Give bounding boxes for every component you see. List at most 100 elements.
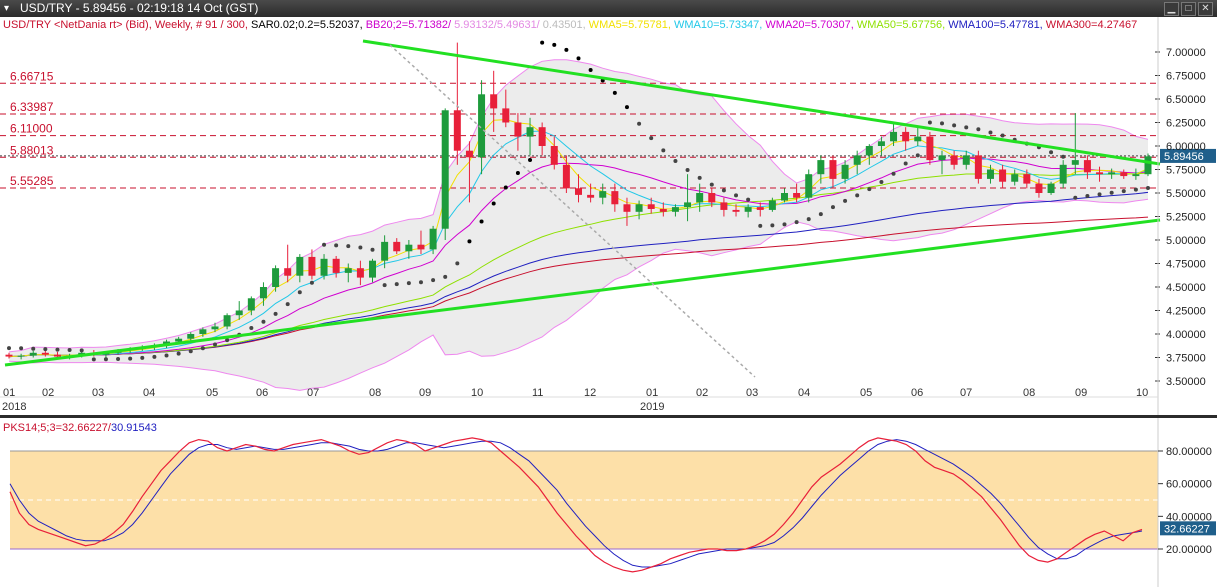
price-axis-label: 4.25000: [1166, 306, 1206, 318]
candle-body: [671, 207, 679, 212]
pane-separator[interactable]: [0, 415, 1217, 418]
sar-dot: [685, 168, 690, 173]
close-icon[interactable]: ✕: [1198, 2, 1213, 16]
sar-dot: [309, 280, 314, 285]
price-axis-label: 3.50000: [1166, 376, 1206, 388]
x-axis-label: 07: [307, 387, 319, 399]
sar-dot: [1133, 187, 1138, 192]
oscillator-chart[interactable]: 80.00000 60.00000 40.00000 20.00000 32.66227…: [0, 418, 1217, 587]
year-label: 2019: [640, 401, 664, 413]
candle-body: [490, 94, 498, 109]
candle-body: [999, 169, 1007, 182]
price-axis-label: 4.00000: [1166, 329, 1206, 341]
candle-body: [587, 194, 595, 198]
sar-dot: [152, 354, 157, 359]
sar-dot: [455, 261, 460, 266]
candle-body: [562, 164, 570, 189]
candle-body: [478, 94, 486, 158]
candle-body: [187, 334, 195, 339]
candle-body: [926, 136, 934, 161]
legend-item: WMA50=5.67756,: [854, 19, 945, 31]
sar-dot: [297, 290, 302, 295]
price-chart[interactable]: 6.66715 6.33987 6.11000 5.88013 5.55285 5.894…: [0, 17, 1217, 415]
sar-dot: [418, 280, 423, 285]
sar-dot: [612, 90, 617, 95]
fib-trendline: [389, 44, 756, 378]
candle-body: [1035, 183, 1043, 193]
x-axis-label: 05: [860, 387, 872, 399]
sar-dot: [588, 67, 593, 72]
x-axis-label: 06: [911, 387, 923, 399]
candle-body: [538, 127, 546, 146]
sar-dot: [709, 182, 714, 187]
sar-dot: [382, 283, 387, 288]
x-axis-label: 08: [1023, 387, 1035, 399]
price-axis-label: 6.00000: [1166, 141, 1206, 153]
legend-item: SAR0.02;0.2=5.52037,: [248, 19, 363, 31]
candle-body: [235, 310, 243, 316]
candle-body: [817, 160, 825, 175]
candle-body: [696, 193, 704, 203]
chart-legend: USD/TRY <NetDania rt> (Bid), Weekly, # 9…: [3, 19, 1137, 31]
legend-item: WMA100=5.47781,: [945, 19, 1043, 31]
x-axis-label: 10: [471, 387, 483, 399]
candle-body: [441, 110, 449, 229]
sar-dot: [79, 348, 84, 353]
price-axis-label: 3.75000: [1166, 353, 1206, 365]
price-axis-label: 5.25000: [1166, 212, 1206, 224]
x-axis-label: 02: [42, 387, 54, 399]
sar-dot: [952, 123, 957, 128]
sar-dot: [758, 223, 763, 228]
osc-axis-label: 60.00000: [1166, 479, 1212, 491]
maximize-icon[interactable]: □: [1181, 2, 1196, 16]
x-axis-label: 01: [646, 387, 658, 399]
candle-body: [272, 268, 280, 287]
chevron-down-icon[interactable]: ▾: [4, 3, 10, 14]
candle-body: [659, 208, 667, 212]
x-axis-label: 01: [3, 387, 15, 399]
sar-dot: [212, 342, 217, 347]
candle-body: [611, 191, 619, 205]
sar-dot: [746, 197, 751, 202]
sar-dot: [903, 161, 908, 166]
osc-axis-label: 80.00000: [1166, 446, 1212, 458]
sar-dot: [225, 338, 230, 343]
minimize-icon[interactable]: ▁: [1164, 2, 1179, 16]
sar-dot: [976, 127, 981, 132]
sar-dot: [103, 357, 108, 362]
candle-body: [635, 204, 643, 212]
candle-body: [175, 338, 183, 342]
sar-dot: [940, 121, 945, 126]
candle-body: [356, 268, 364, 278]
sar-dot: [624, 105, 629, 110]
sar-dot: [479, 219, 484, 224]
candle-body: [223, 315, 231, 327]
sar-dot: [1085, 194, 1090, 199]
sar-dot: [891, 171, 896, 176]
candle-body: [369, 260, 377, 278]
sar-dot: [806, 217, 811, 222]
sar-dot: [31, 346, 36, 351]
sar-dot: [564, 47, 569, 52]
osc-d-line: [9, 439, 1143, 568]
sar-dot: [770, 223, 775, 228]
candle-body: [284, 268, 292, 276]
sar-dot: [528, 157, 533, 162]
sar-dot: [830, 205, 835, 210]
sar-dot: [273, 311, 278, 316]
window-title: USD/TRY - 5.89456 - 02:19:18 14 Oct (GST…: [20, 1, 259, 15]
osc-legend-item: PKS14;5;3=32.66227/: [3, 422, 112, 434]
candle-body: [429, 228, 437, 250]
candle-body: [902, 131, 910, 142]
current-price-label: 5.89456: [1164, 151, 1204, 163]
sar-dot: [467, 239, 472, 244]
candle-body: [332, 258, 340, 273]
sar-dot: [794, 220, 799, 225]
price-axis-label: 5.50000: [1166, 188, 1206, 200]
sar-dot: [734, 193, 739, 198]
candle-body: [465, 150, 473, 158]
candle-body: [708, 193, 716, 203]
price-axis-label: 6.25000: [1166, 118, 1206, 130]
candle-body: [1108, 172, 1116, 175]
candle-body: [247, 298, 255, 311]
